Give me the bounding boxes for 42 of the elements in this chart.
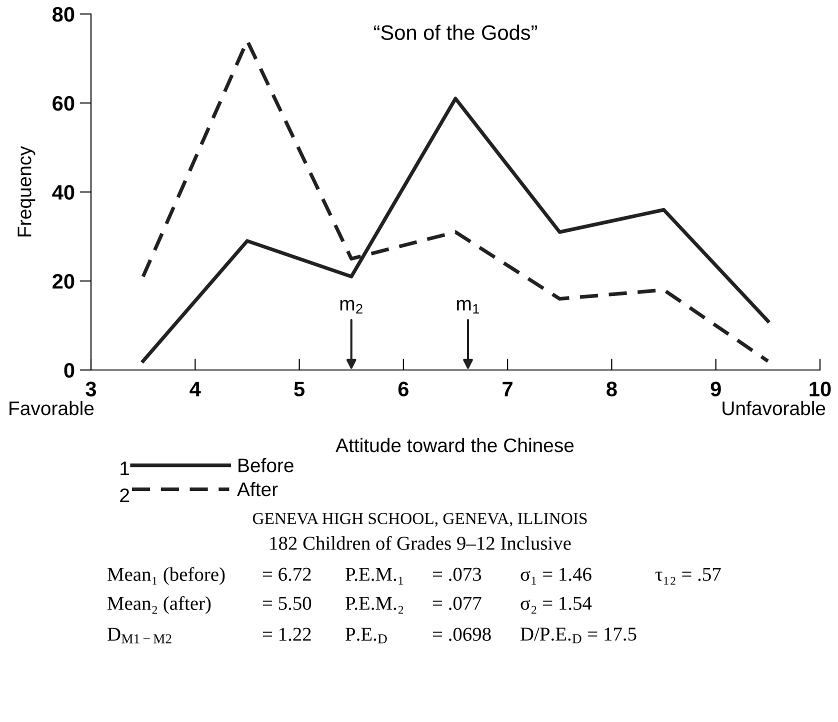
x-tick-label: 3 (86, 382, 96, 396)
text: Unfavorable (722, 400, 826, 416)
y-tick-label: 20 (52, 274, 74, 289)
text: = .077 (432, 596, 482, 610)
x-tick-label: 10 (810, 382, 831, 396)
text: 2 (120, 488, 130, 502)
text: GENEVA HIGH SCHOOL, GENEVA, ILLINOIS (252, 512, 587, 527)
text: 1 (120, 462, 130, 476)
text: Mean₂ (after) (108, 596, 211, 614)
text: P.E.M.₂ (346, 596, 404, 614)
y-axis-title: Frequency (18, 146, 36, 236)
text: = .0698 (432, 628, 491, 641)
y-tick-label: 40 (52, 185, 74, 200)
x-tick-label: 5 (294, 382, 304, 396)
annotation: m$_{2}$ (340, 300, 362, 314)
text: D/P.E.$_{D}$ = 17.5 (520, 628, 636, 644)
text: P.E.M.₁ (346, 568, 403, 585)
text: = .073 (432, 568, 482, 581)
annotation: m$_{1}$ (457, 300, 480, 314)
x-tick-label: 9 (710, 382, 721, 396)
text: τ₁₂ = .57 (655, 568, 721, 585)
chart-title: “Son of the Gods” (374, 24, 537, 40)
text: 182 Children of Grades 9–12 Inclusive (270, 536, 571, 550)
x-tick-label: 7 (502, 382, 512, 396)
x-tick-label: 6 (398, 382, 408, 396)
y-tick-label: 60 (52, 96, 74, 111)
text: Favorable (10, 400, 94, 416)
text: = 5.50 (262, 596, 312, 610)
y-tick-label: 0 (64, 363, 74, 378)
text: D$_{M1−M2}$ (108, 628, 172, 644)
text: σ₂ = 1.54 (520, 596, 592, 614)
legend-label: After (237, 482, 278, 496)
y-tick-label: 80 (52, 7, 74, 22)
text: = 6.72 (262, 568, 311, 581)
x-tick-label: 4 (190, 382, 201, 396)
text: Mean₁ (before) (108, 567, 225, 585)
x-axis-title: Attitude toward the Chinese (336, 438, 574, 452)
x-tick-label: 8 (606, 382, 617, 396)
text: σ₁ = 1.46 (520, 568, 592, 585)
text: = 1.22 (262, 628, 311, 641)
legend-label: Before (238, 458, 294, 472)
text: P.E.$_{D}$ (346, 628, 387, 644)
